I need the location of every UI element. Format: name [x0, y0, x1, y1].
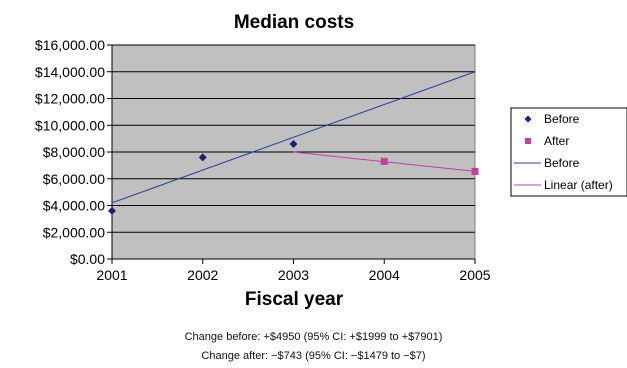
data-markers	[108, 139, 479, 215]
chart-title: Median costs	[234, 12, 354, 33]
y-tick-label: $4,000.00	[43, 198, 105, 214]
legend-entry-label: After	[544, 134, 569, 148]
change-before-note: Change before: +$4950 (95% CI: +$1999 to…	[184, 331, 443, 343]
legend-square-swatch	[525, 138, 531, 144]
legend: Before After Before Linear (after)	[510, 107, 627, 197]
x-tick-label: 2003	[278, 267, 309, 283]
before-marker	[198, 153, 207, 162]
legend-diamond-swatch	[524, 115, 532, 123]
x-axis-title: Fiscal year	[245, 289, 344, 310]
y-tick-label: $0.00	[70, 251, 105, 267]
y-tick-label: $14,000.00	[35, 64, 105, 80]
y-tick-label: $8,000.00	[43, 144, 105, 160]
y-axis-ticks: $0.00 $2,000.00 $4,000.00 $6,000.00 $8,000.0…	[35, 37, 112, 267]
x-tick-label: 2005	[459, 267, 490, 283]
y-tick-label: $6,000.00	[43, 171, 105, 187]
x-tick-label: 2004	[369, 267, 400, 283]
y-tick-label: $10,000.00	[35, 117, 105, 133]
after-marker	[471, 167, 479, 175]
before-marker	[289, 139, 298, 148]
after-marker	[380, 157, 388, 165]
y-tick-label: $16,000.00	[35, 37, 105, 53]
x-tick-label: 2002	[187, 267, 218, 283]
y-tick-label: $2,000.00	[43, 224, 105, 240]
x-axis-ticks: 2001 2002 2003 2004 2005	[96, 259, 491, 283]
before-marker	[108, 206, 116, 215]
median-costs-chart: Median costs $0.00 $2,000.00 $4,000.00 $6,0…	[35, 12, 627, 310]
legend-box	[510, 107, 627, 197]
legend-entry-label: Before	[544, 112, 580, 126]
legend-entry-label: Before	[544, 156, 580, 170]
y-tick-label: $12,000.00	[35, 91, 105, 107]
trend-line	[111, 71, 476, 204]
legend-entry-label: Linear (after)	[544, 178, 613, 192]
x-tick-label: 2001	[96, 267, 127, 283]
change-after-note: Change after: −$743 (95% CI: −$1479 to −…	[201, 350, 426, 362]
